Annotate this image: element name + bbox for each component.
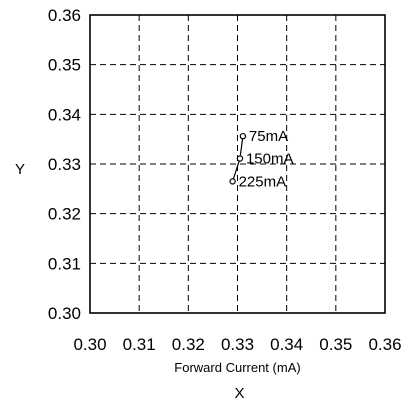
grid-layer — [90, 15, 385, 313]
x-tick-label: 0.34 — [270, 335, 303, 354]
data-point — [236, 155, 244, 162]
x-axis-label: X — [234, 385, 244, 402]
y-tick-label: 0.30 — [48, 304, 81, 323]
plot-frame — [89, 14, 386, 314]
y-tick-label: 0.33 — [48, 155, 81, 174]
data-point — [239, 132, 247, 140]
y-tick-labels: 0.30 0.31 0.32 0.33 0.34 0.35 0.36 — [48, 6, 81, 323]
data-point — [229, 178, 236, 185]
x-tick-label: 0.31 — [123, 335, 156, 354]
x-tick-labels: 0.30 0.31 0.32 0.33 0.34 0.35 0.36 — [73, 335, 401, 354]
y-axis-label: Y — [15, 161, 25, 178]
y-tick-label: 0.36 — [48, 6, 81, 25]
x-tick-label: 0.30 — [73, 335, 106, 354]
series-layer: 75mA 150mA 225mA — [229, 128, 294, 190]
x-axis-subtitle: Forward Current (mA) — [174, 360, 300, 375]
x-tick-label: 0.36 — [368, 335, 401, 354]
data-point-label: 75mA — [249, 128, 288, 145]
x-tick-label: 0.33 — [221, 335, 254, 354]
data-point-label: 150mA — [246, 151, 294, 168]
y-tick-label: 0.35 — [48, 56, 81, 75]
x-tick-label: 0.32 — [172, 335, 205, 354]
y-tick-label: 0.31 — [48, 254, 81, 273]
y-tick-label: 0.32 — [48, 205, 81, 224]
data-point-label: 225mA — [239, 173, 287, 190]
x-tick-label: 0.35 — [319, 335, 352, 354]
y-tick-label: 0.34 — [48, 105, 81, 124]
